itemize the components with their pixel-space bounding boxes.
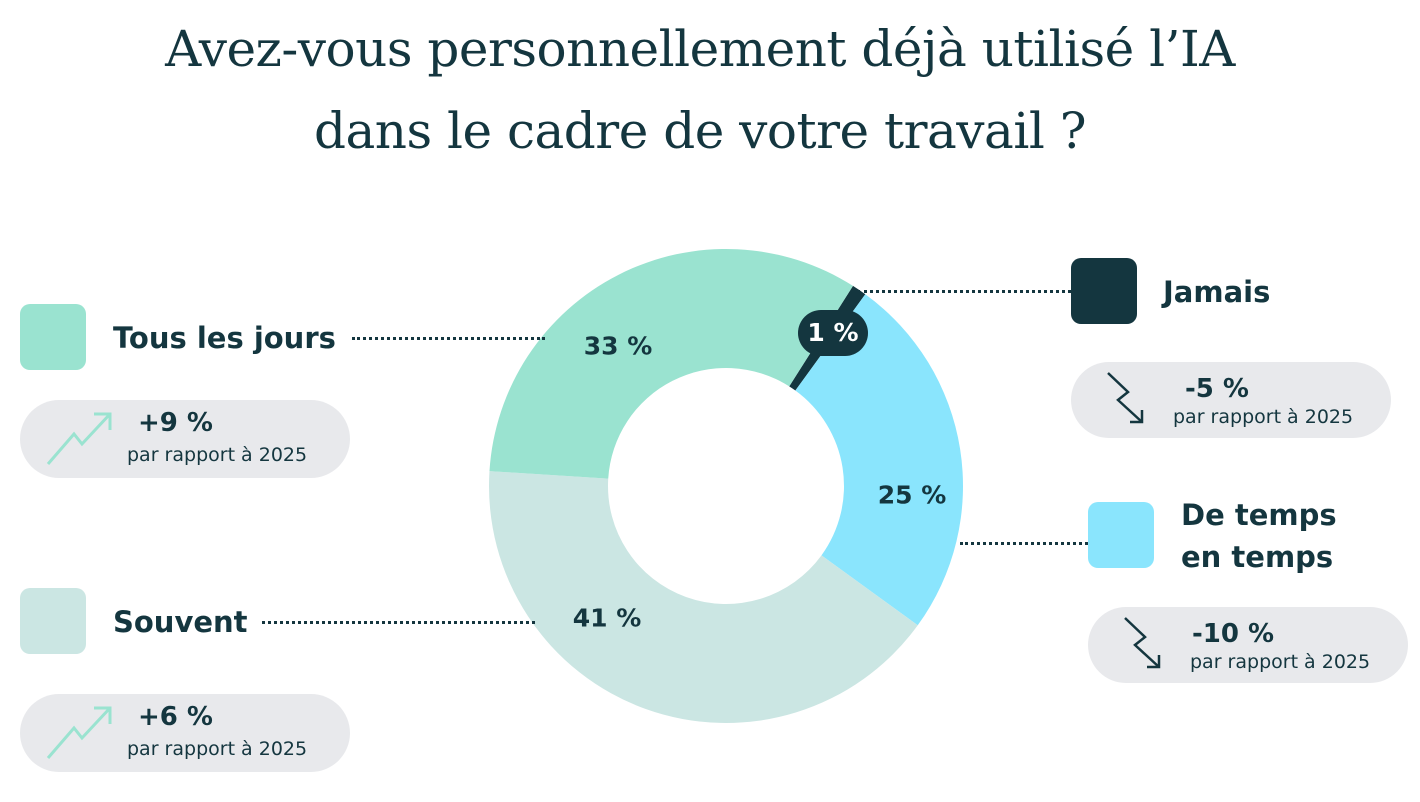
legend-swatch-tous-les-jours <box>20 304 86 370</box>
legend-swatch-jamais <box>1071 258 1137 324</box>
slice-label-de-temps-en-temps: 25 % <box>877 480 947 510</box>
legend-label-line-2: en temps <box>1181 540 1334 574</box>
change-note: par rapport à 2025 <box>127 738 308 760</box>
change-note: par rapport à 2025 <box>1173 406 1354 428</box>
change-value: -5 % <box>1185 374 1249 404</box>
slice-label-jamais: 1 % <box>798 310 868 356</box>
legend-label-de-temps-en-temps: De temps en temps <box>1181 494 1337 578</box>
change-note: par rapport à 2025 <box>127 444 308 466</box>
legend-swatch-de-temps-en-temps <box>1088 502 1154 568</box>
change-pill-tous-les-jours: +9 % par rapport à 2025 <box>20 400 350 478</box>
legend-swatch-souvent <box>20 588 86 654</box>
legend-label-line-1: De temps <box>1181 498 1337 532</box>
slice-label-tous-les-jours: 33 % <box>583 331 653 361</box>
chart-title: Avez-vous personnellement déjà utilisé l… <box>0 8 1400 172</box>
trend-up-icon <box>46 706 112 759</box>
leader-line-souvent <box>262 621 535 624</box>
trend-down-icon <box>1107 372 1144 424</box>
legend-label-tous-les-jours: Tous les jours <box>113 321 336 355</box>
trend-up-icon <box>46 412 112 465</box>
leader-line-jamais <box>857 290 1071 293</box>
change-value: -10 % <box>1192 619 1275 649</box>
leader-line-de-temps-en-temps <box>960 542 1088 545</box>
legend-label-jamais: Jamais <box>1163 275 1271 309</box>
change-value: +6 % <box>138 702 213 732</box>
change-value: +9 % <box>138 408 213 438</box>
change-pill-jamais: -5 % par rapport à 2025 <box>1071 362 1391 438</box>
donut-slice-de-temps-en-temps <box>795 294 963 626</box>
chart-title-line-2: dans le cadre de votre travail ? <box>313 102 1087 160</box>
change-note: par rapport à 2025 <box>1190 651 1371 673</box>
donut-slice-tous-les-jours <box>489 249 853 479</box>
legend-label-souvent: Souvent <box>113 605 248 639</box>
chart-title-line-1: Avez-vous personnellement déjà utilisé l… <box>165 20 1235 78</box>
donut-slice-souvent <box>488 471 918 723</box>
slice-label-souvent: 41 % <box>572 603 642 633</box>
leader-line-tous-les-jours <box>352 337 545 340</box>
change-pill-souvent: +6 % par rapport à 2025 <box>20 694 350 772</box>
change-pill-de-temps-en-temps: -10 % par rapport à 2025 <box>1088 607 1408 683</box>
trend-down-icon <box>1124 617 1161 669</box>
